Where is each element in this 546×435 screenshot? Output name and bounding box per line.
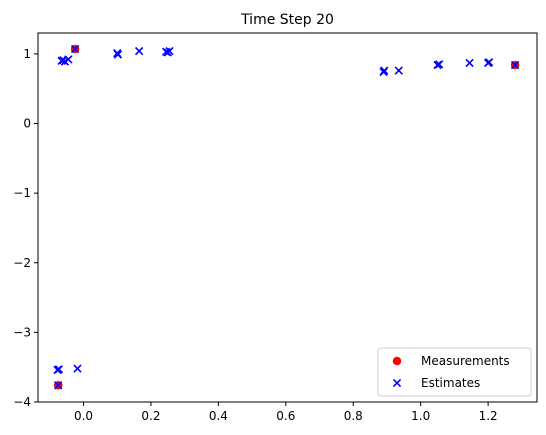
x-tick-label: 0.8 (344, 409, 363, 423)
y-tick-label: 0 (23, 117, 31, 131)
axes-frame (38, 33, 537, 402)
x-tick-label: 0.4 (209, 409, 228, 423)
y-tick-label: −1 (13, 186, 31, 200)
x-tick-label: 1.0 (411, 409, 430, 423)
x-tick-label: 0.0 (74, 409, 93, 423)
x-tick-label: 0.6 (276, 409, 295, 423)
estimate-point (136, 48, 143, 55)
x-tick-label: 0.2 (141, 409, 160, 423)
estimate-point (395, 67, 402, 74)
estimate-point (74, 365, 81, 372)
series-measurements (54, 45, 519, 389)
y-tick-label: 1 (23, 47, 31, 61)
y-axis: −4 −3 −2 −1 0 1 (13, 47, 38, 409)
y-tick-label: −2 (13, 256, 31, 270)
y-tick-label: −4 (13, 395, 31, 409)
x-axis: 0.0 0.2 0.4 0.6 0.8 1.0 1.2 (74, 402, 498, 423)
y-tick-label: −3 (13, 325, 31, 339)
legend-label: Measurements (421, 354, 510, 368)
estimate-point (65, 56, 72, 63)
legend-label: Estimates (421, 376, 480, 390)
estimate-point (466, 59, 473, 66)
chart-title: Time Step 20 (240, 12, 334, 28)
series-estimates (54, 45, 519, 388)
plot-area (54, 45, 519, 389)
legend: Measurements Estimates (378, 348, 531, 396)
x-tick-label: 1.2 (479, 409, 498, 423)
legend-circle-icon (393, 357, 401, 365)
